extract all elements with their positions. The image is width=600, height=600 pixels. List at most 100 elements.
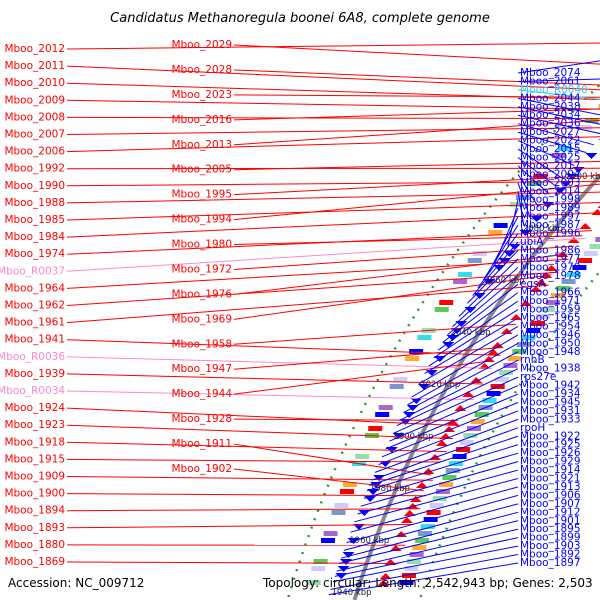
feature-block xyxy=(459,440,474,445)
label-leader xyxy=(66,180,600,187)
label-leader xyxy=(411,334,519,398)
label-leader xyxy=(66,373,484,385)
left-gene-label: Mboo_1894 xyxy=(4,505,65,517)
left-gene-label: Mboo_1985 xyxy=(4,214,65,226)
reverse-gene-arrow xyxy=(553,188,566,194)
feature-block xyxy=(457,272,472,277)
feature-block xyxy=(456,447,471,452)
label-leader xyxy=(233,443,431,476)
right-gene-label: Mboo_1922 xyxy=(520,430,581,442)
label-leader xyxy=(517,114,600,135)
forward-gene-arrow xyxy=(487,349,500,355)
right-gene-label: Mboo_1945 xyxy=(520,396,581,408)
right-gene-label: Mboo_1914 xyxy=(520,464,581,476)
right-gene-label: Mboo_2015 xyxy=(520,143,581,155)
label-leader xyxy=(66,390,475,401)
label-leader xyxy=(233,274,552,320)
label-leader xyxy=(385,393,519,450)
feature-block xyxy=(551,153,566,158)
feature-block xyxy=(521,335,536,340)
inner-gene-label: Mboo_2023 xyxy=(171,89,232,101)
feature-block xyxy=(311,566,326,571)
label-leader xyxy=(517,165,550,195)
feature-block xyxy=(482,398,497,403)
feature-block xyxy=(527,181,542,186)
forward-gene-arrow xyxy=(435,440,448,446)
left-gene-label: Mboo_2007 xyxy=(4,129,65,141)
label-leader xyxy=(346,494,519,544)
forward-gene-arrow xyxy=(591,209,600,215)
label-leader xyxy=(517,174,539,208)
reverse-gene-arrow xyxy=(455,321,468,327)
left-gene-label: Mboo_2008 xyxy=(4,111,65,123)
label-leader xyxy=(233,418,459,421)
label-leader xyxy=(66,191,600,204)
label-leader xyxy=(357,469,519,515)
left-gene-label: Mboo_1964 xyxy=(4,282,65,294)
feature-block xyxy=(540,307,555,312)
feature-block xyxy=(551,293,566,298)
feature-block xyxy=(499,370,514,375)
label-leader xyxy=(66,523,414,529)
label-leader xyxy=(233,44,600,65)
label-leader xyxy=(458,258,519,317)
label-leader xyxy=(517,131,587,154)
feature-block xyxy=(470,419,485,424)
label-leader xyxy=(66,458,442,463)
kbp-tick-label: 2100 kbp xyxy=(566,172,600,182)
reverse-gene-arrow xyxy=(337,566,350,572)
right-gene-label: Mboo_1970 xyxy=(520,261,581,273)
label-leader xyxy=(374,418,519,473)
reverse-gene-arrow xyxy=(560,181,573,187)
feature-block xyxy=(486,391,501,396)
label-leader xyxy=(233,468,424,492)
label-leader xyxy=(354,478,519,523)
label-leader xyxy=(233,347,501,370)
label-leader xyxy=(369,435,519,486)
label-leader xyxy=(66,42,600,50)
right-gene-label: Mboo_1948 xyxy=(520,346,581,358)
label-leader xyxy=(517,89,600,100)
feature-block xyxy=(445,468,460,473)
feature-block xyxy=(412,545,427,550)
feature-block xyxy=(393,377,408,382)
forward-gene-arrow xyxy=(535,279,548,285)
label-leader xyxy=(233,235,583,246)
kbp-tick-label: 2020 kbp xyxy=(420,380,460,390)
label-leader xyxy=(517,60,600,74)
left-gene-label: Mboo_1962 xyxy=(4,300,65,312)
forward-gene-arrow xyxy=(443,426,456,432)
feature-block xyxy=(409,349,424,354)
kbp-tick-label: 2080 kbp xyxy=(523,224,563,234)
left-gene-label: Mboo_1990 xyxy=(4,180,65,192)
feature-block xyxy=(472,251,487,256)
feature-block xyxy=(429,503,444,508)
forward-gene-arrow xyxy=(400,517,413,523)
left-gene-label: Mboo_1961 xyxy=(4,317,65,329)
label-leader xyxy=(233,69,600,86)
left-gene-label: Mboo_1974 xyxy=(4,248,65,260)
right-gene-label: rpoH xyxy=(520,422,545,434)
label-leader xyxy=(233,119,600,146)
forward-gene-arrow xyxy=(510,314,523,320)
right-gene-label: Mboo_1895 xyxy=(520,523,581,535)
right-gene-label: Mboo_2038 xyxy=(520,101,581,113)
feature-block xyxy=(533,174,548,179)
forward-gene-arrow xyxy=(491,342,504,348)
feature-block xyxy=(331,510,346,515)
feature-block xyxy=(415,538,430,543)
label-leader xyxy=(66,99,600,110)
reverse-gene-arrow xyxy=(417,384,430,390)
label-leader xyxy=(233,94,600,98)
reverse-gene-arrow xyxy=(352,524,365,530)
right-gene-label: Mboo_1899 xyxy=(520,532,581,544)
feature-block xyxy=(420,524,435,529)
left-gene-label: Mboo_1900 xyxy=(4,488,65,500)
right-gene-label: Mboo_2017 xyxy=(520,160,581,172)
label-leader xyxy=(66,116,600,120)
feature-block xyxy=(439,482,454,487)
inner-gene-label: Mboo_1944 xyxy=(171,388,232,400)
feature-block xyxy=(378,405,393,410)
left-gene-label: Mboo_1869 xyxy=(4,556,65,568)
right-gene-label: Mboo_2003 xyxy=(520,177,581,189)
